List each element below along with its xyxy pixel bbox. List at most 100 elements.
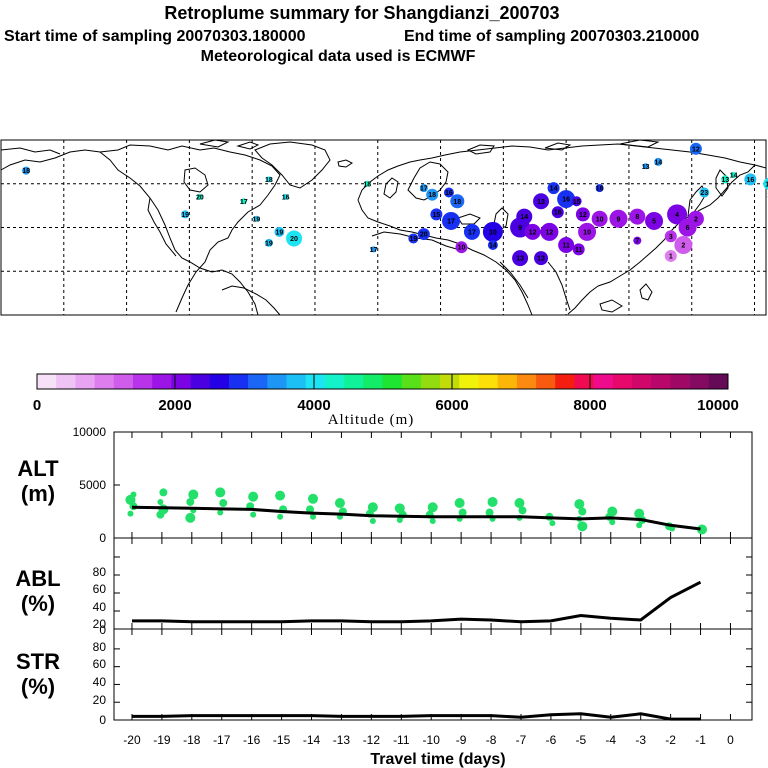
start-time-label: Start time of sampling 20070303.180000 [4,28,306,45]
alt-cluster-point [275,490,286,501]
map-cluster-marker [667,204,688,225]
x-tick-label: -10 [423,733,441,747]
map-cluster-marker [463,223,480,240]
map-cluster-marker [557,190,576,209]
map-cluster-marker [699,187,710,198]
colorbar-cells [37,374,729,389]
map-cluster-marker [572,243,585,256]
abl-y-tick-label: 80 [93,565,107,579]
alt-cluster-point [427,502,438,513]
alt-cluster-point [609,519,616,526]
map-cluster-marker [430,208,443,221]
map-cluster-marker [286,230,303,247]
map-cluster-label: 18 [453,199,461,206]
colorbar-cell [37,374,57,389]
map-cluster-marker [450,194,465,209]
map-cluster-label: 19 [275,229,283,236]
colorbar-cell [574,374,594,389]
colorbar-cell [56,374,76,389]
map-cluster-marker [642,163,649,170]
map-cluster-label: 10 [489,229,497,236]
map-cluster-label: 10 [583,229,591,236]
alt-cluster-point [697,524,708,535]
map-cluster-label: 16 [746,177,754,184]
colorbar-tick-label: 2000 [158,397,191,414]
colorbar-tick-label: 10000 [697,397,739,414]
colorbar-cell [171,374,191,389]
map-cluster-label: 19 [765,181,768,188]
x-tick-label: -5 [576,733,587,747]
abl-panel-label: ABL [15,566,60,591]
map-cluster-label: 19 [181,212,189,219]
colorbar-cell [286,374,307,389]
colorbar-cell [670,374,690,389]
str-y-tick-label: 40 [93,675,107,689]
map-cluster-label: 9 [518,225,522,232]
alt-cluster-point [549,520,556,527]
map-cluster-label: 7 [635,238,639,245]
str-panel-unit: (%) [21,674,55,699]
map-cluster-marker [551,206,564,219]
map-cluster-marker [487,240,498,250]
map-cluster-label: 14 [654,159,662,166]
str-y-tick-label: 80 [93,640,107,654]
str-line [132,712,701,721]
str-y-tick-label: 60 [93,657,107,671]
map-cluster-marker [443,187,454,198]
alt-cluster-point [127,510,134,517]
alt-cluster-point [577,521,588,532]
map-cluster-marker [664,249,677,262]
colorbar-cell [190,374,211,389]
colorbar-cell [516,374,537,389]
map-cluster-label: 16 [596,186,604,193]
alt-cluster-point [130,491,137,498]
str-panel-label: STR [16,649,60,674]
alt-cluster-point [485,508,494,517]
map-cluster-label: 18 [22,168,30,175]
alt-cluster-point [574,499,585,510]
map-cluster-marker [645,211,664,230]
colorbar-cell [401,374,422,389]
map-cluster-marker [629,208,646,225]
map-cluster-label: 16 [282,194,290,201]
alt-cluster-point [607,506,618,517]
colorbar-tick-label: 6000 [435,397,468,414]
x-tick-label: -11 [393,733,410,747]
alt-cluster-point [277,513,284,520]
map-cluster-marker [575,207,590,222]
alt-cluster-point [634,508,645,519]
map-cluster-label: 23 [700,190,708,197]
alt-cluster-point [578,507,587,516]
alt-cluster-point [308,493,319,504]
map-cluster-marker [687,210,704,227]
alt-cluster-point [429,518,436,525]
map-cluster-label: 12 [546,229,554,236]
map-cluster-marker [240,198,247,205]
colorbar-cell [228,374,249,389]
map-cluster-label: 18 [265,177,273,184]
map-cluster-marker [595,184,604,193]
x-tick-label: -9 [456,733,467,747]
map-cluster-marker [744,173,757,186]
str-y-tick-label: 0 [99,713,106,727]
map-cluster-label: 17 [420,186,428,193]
colorbar-cell [94,374,115,389]
map-cluster-label: 17 [468,229,476,236]
map-cluster-marker [442,211,461,230]
map-cluster-marker [417,228,430,241]
alt-cluster-point [215,487,226,498]
colorbar-cell [478,374,498,389]
map-cluster-label: 17 [370,247,378,254]
map-cluster-label: 18 [363,181,371,188]
map-cluster-marker [533,193,550,210]
map-cluster-marker [512,250,529,267]
map-cluster-label: 10 [458,245,466,252]
colorbar-cell [651,374,671,389]
map-cluster-marker [534,251,549,266]
alt-panel-label: ALT [17,456,59,481]
alt-panel-unit: (m) [21,481,55,506]
map-cluster-marker [730,172,737,178]
